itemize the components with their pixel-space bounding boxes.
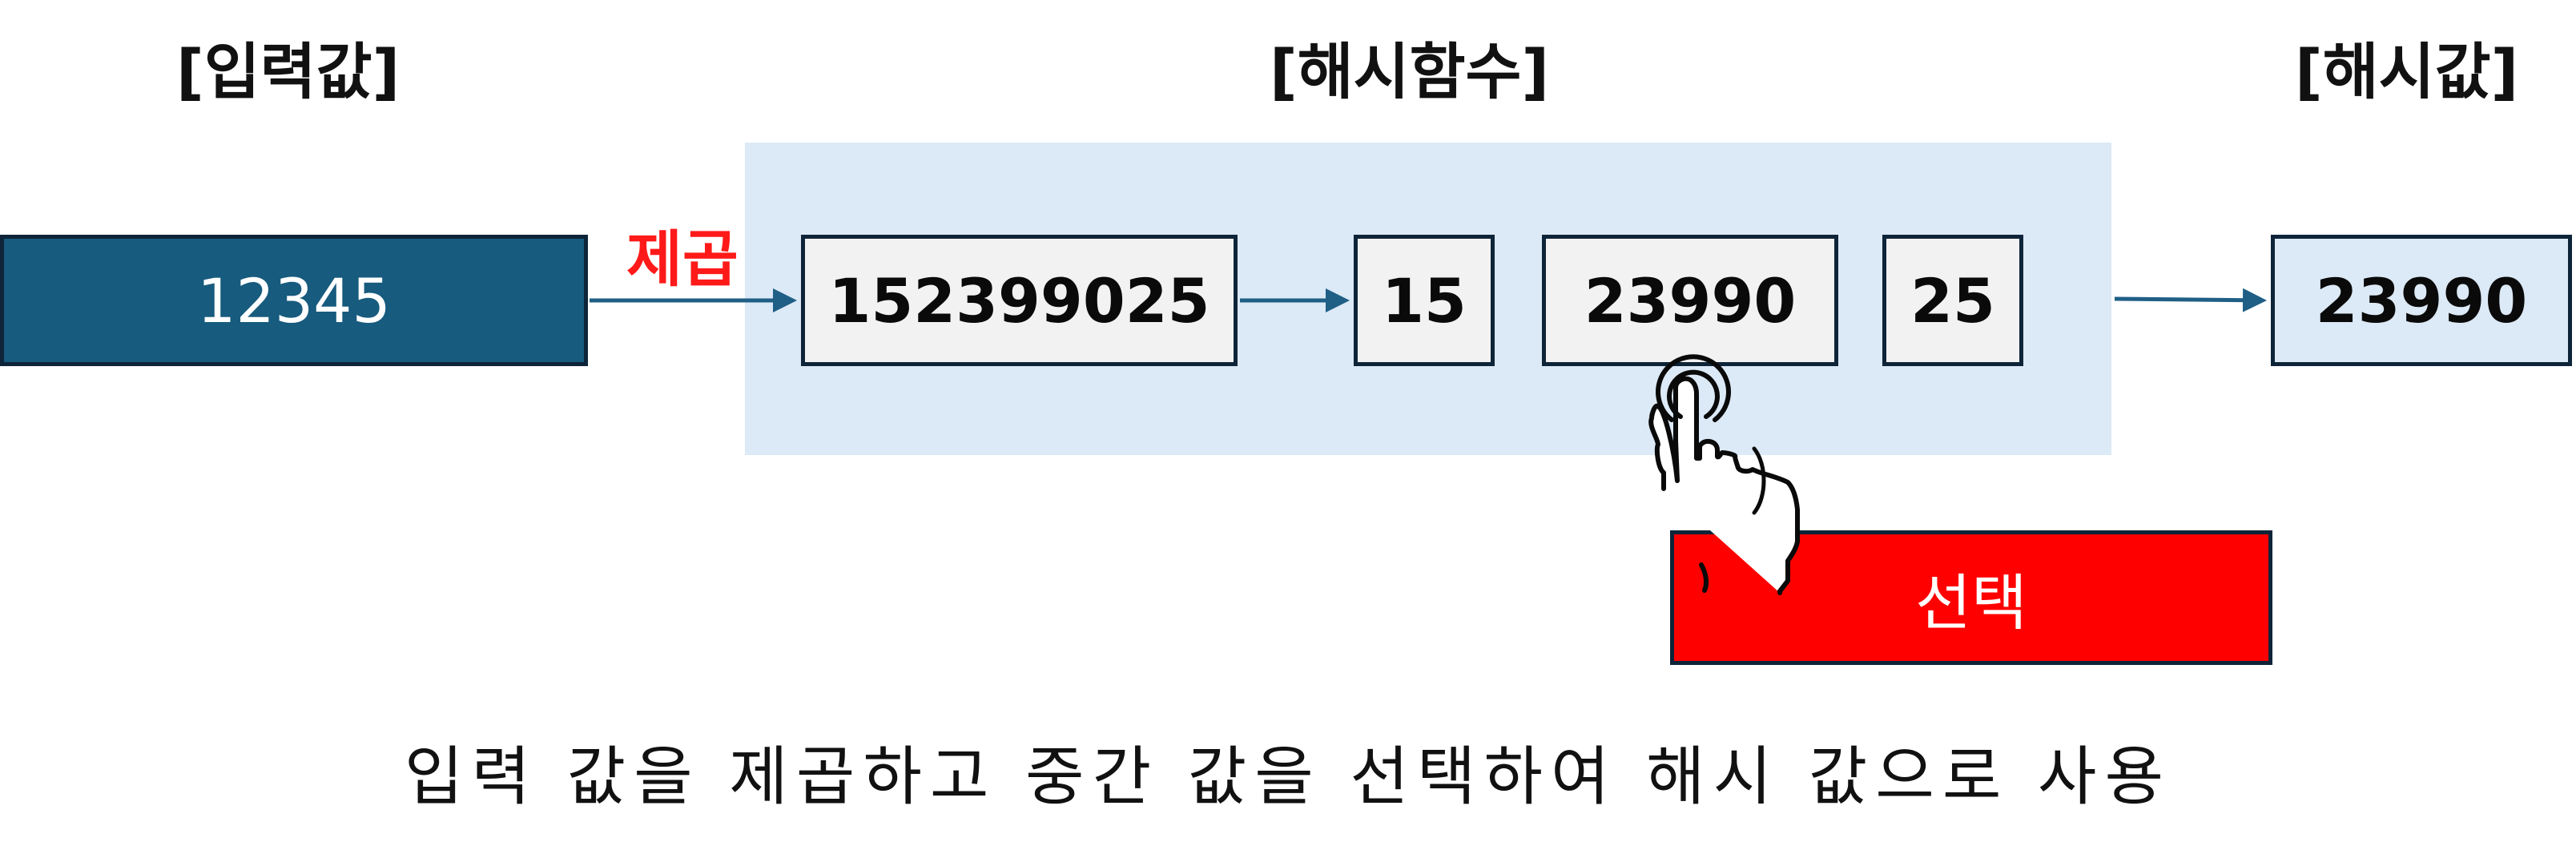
hash-function-header: [해시함수] <box>1270 36 1550 107</box>
input-value-box: 12345 <box>0 235 588 366</box>
hash-value-header: [해시값] <box>2295 36 2519 107</box>
middle-digits-box: 23990 <box>1542 235 1838 366</box>
pointing-hand-icon <box>1648 354 1800 595</box>
middle-digits-text: 23990 <box>1584 264 1797 336</box>
select-label: 선택 <box>1915 567 2027 639</box>
hash-value-text: 23990 <box>2315 264 2528 336</box>
left-digits-box: 15 <box>1354 235 1495 366</box>
right-digits-box: 25 <box>1882 235 2023 366</box>
right-digits-text: 25 <box>1910 264 1995 336</box>
input-value-text: 12345 <box>197 264 391 336</box>
hash-value-box: 23990 <box>2271 235 2572 366</box>
squared-value-box: 152399025 <box>801 235 1238 366</box>
arrow-to-hash-value <box>2114 288 2267 312</box>
left-digits-text: 15 <box>1382 264 1467 336</box>
input-header: [입력값] <box>176 36 400 107</box>
squared-value-text: 152399025 <box>828 264 1210 336</box>
diagram-caption: 입력 값을 제곱하고 중간 값을 선택하여 해시 값으로 사용 <box>404 739 2172 814</box>
square-operation-label: 제곱 <box>626 224 739 295</box>
